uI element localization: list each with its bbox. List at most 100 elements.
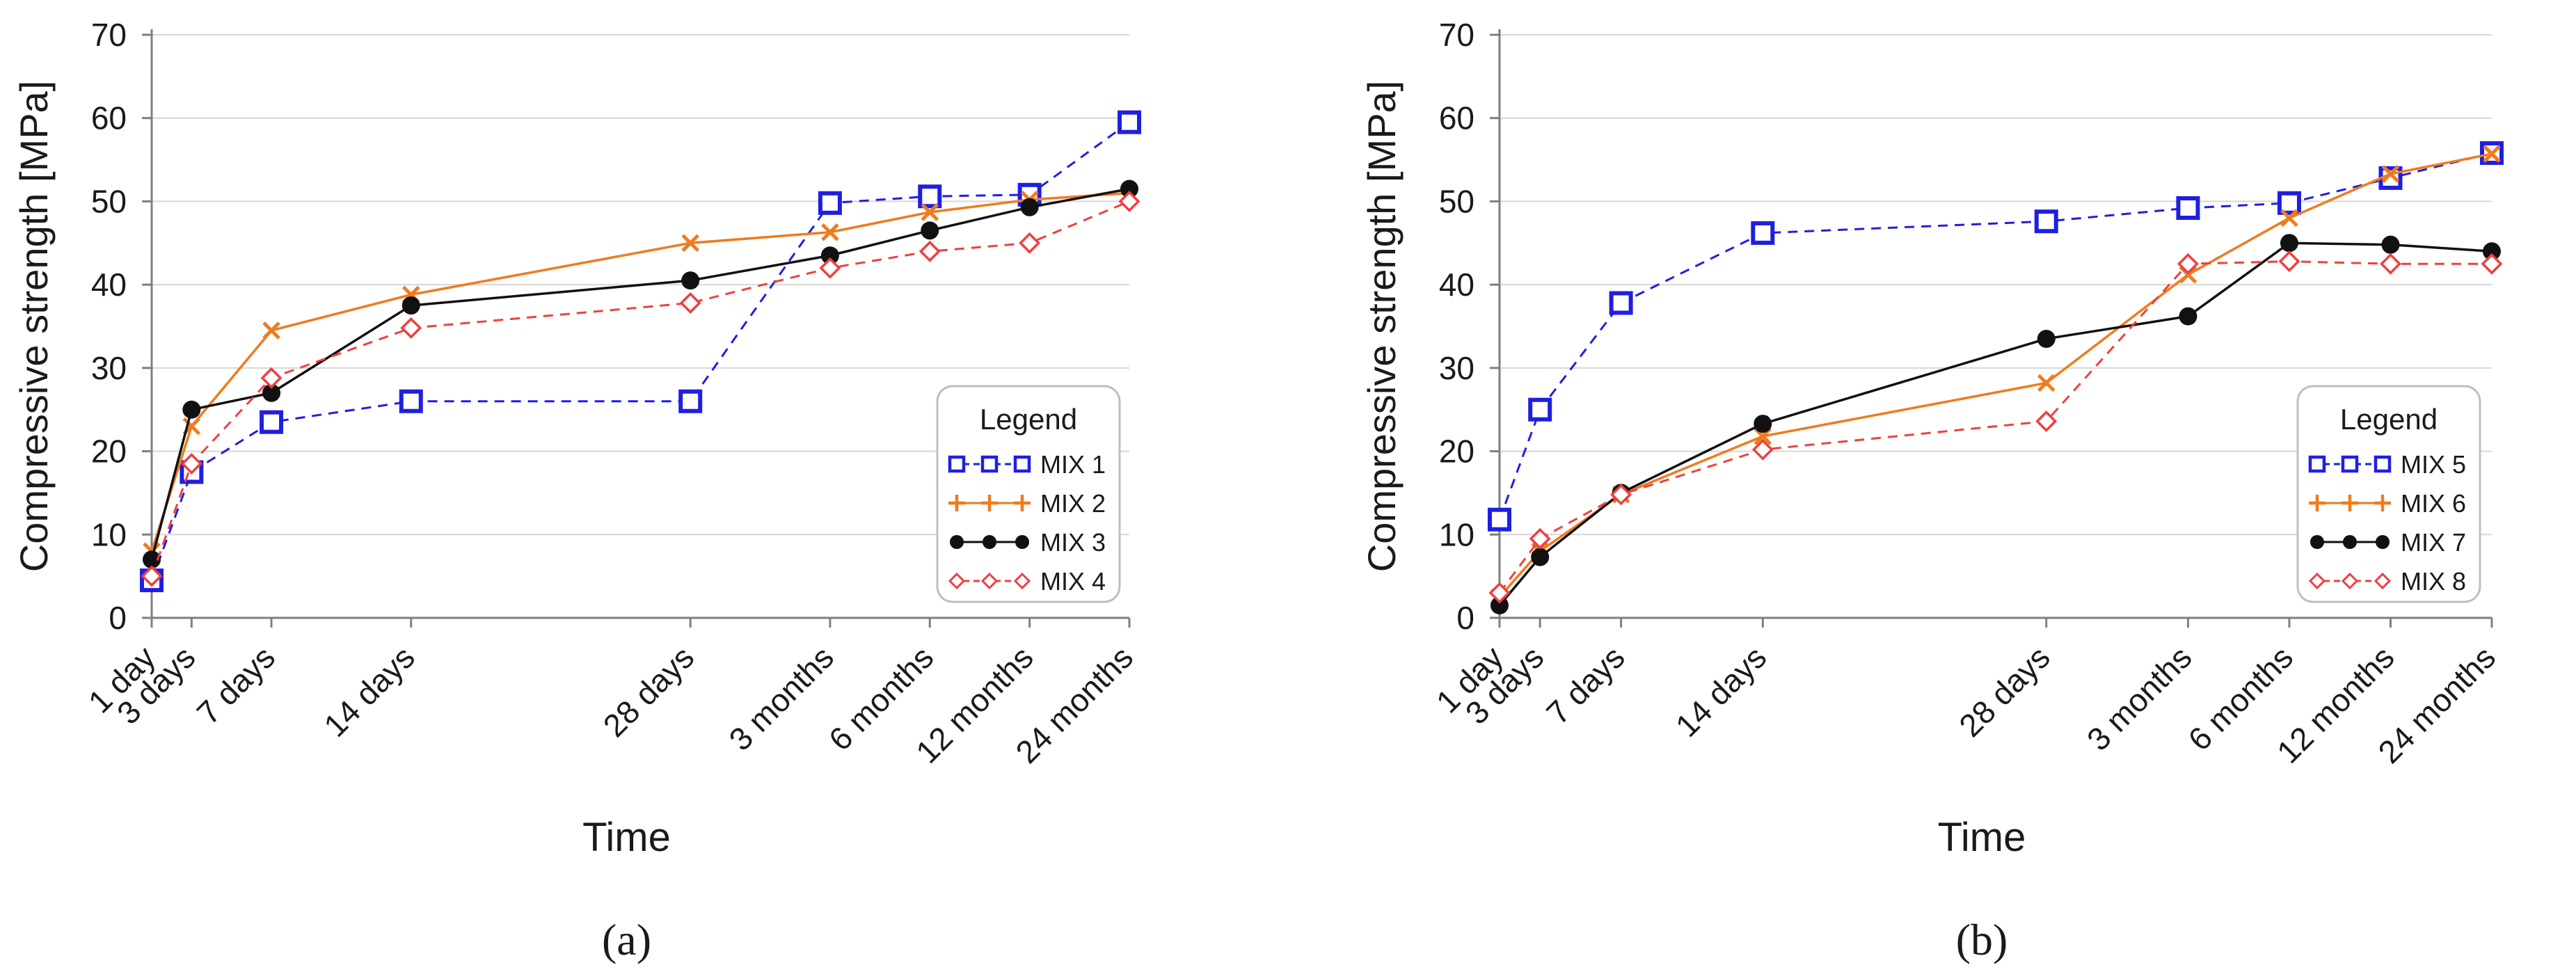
y-tick-label: 50 bbox=[1439, 183, 1474, 219]
legend-marker bbox=[2376, 535, 2390, 549]
data-point bbox=[1531, 548, 1550, 566]
data-point bbox=[1488, 582, 1511, 604]
x-tick-label: 14 days bbox=[317, 639, 422, 744]
series-mix-4 bbox=[141, 190, 1140, 587]
data-point bbox=[1529, 527, 1551, 550]
legend-label: MIX 1 bbox=[1040, 450, 1106, 479]
series-line bbox=[150, 200, 1130, 577]
y-tick-label: 20 bbox=[1439, 433, 1474, 470]
data-point bbox=[2381, 165, 2400, 183]
data-point bbox=[1118, 110, 1141, 134]
y-tick-label: 70 bbox=[1439, 17, 1474, 53]
data-point bbox=[401, 296, 420, 315]
y-tick-label: 30 bbox=[91, 350, 127, 386]
x-tick-label: 3 months bbox=[722, 639, 841, 758]
x-tick-label: 28 days bbox=[1952, 639, 2057, 744]
data-point bbox=[180, 453, 202, 475]
data-point bbox=[262, 383, 281, 402]
legend-marker bbox=[2374, 572, 2392, 590]
data-point bbox=[818, 191, 842, 215]
y-axis-title: Compressive strength [MPa] bbox=[12, 81, 56, 572]
legend-marker bbox=[983, 535, 996, 549]
legend-marker bbox=[2343, 535, 2357, 549]
data-point bbox=[918, 184, 942, 209]
legend-marker bbox=[2308, 572, 2326, 590]
data-point bbox=[400, 317, 422, 339]
data-point bbox=[1609, 291, 1633, 315]
panel-caption: (a) bbox=[602, 915, 651, 964]
series-mix-5 bbox=[1488, 141, 2504, 532]
y-tick-label: 30 bbox=[1439, 350, 1474, 386]
data-point bbox=[2280, 209, 2298, 228]
legend-label: MIX 4 bbox=[1040, 567, 1106, 596]
data-point bbox=[821, 223, 839, 241]
y-axis-title: Compressive strength [MPa] bbox=[1360, 81, 1404, 572]
data-point bbox=[681, 271, 700, 290]
legend-marker bbox=[2374, 455, 2392, 473]
data-point bbox=[1490, 596, 1509, 615]
data-point bbox=[2483, 242, 2501, 261]
legend-marker bbox=[948, 495, 965, 511]
series-mix-3 bbox=[143, 180, 1138, 569]
legend-title: Legend bbox=[980, 403, 1077, 436]
panel-caption: (b) bbox=[1956, 915, 2008, 964]
data-point bbox=[2035, 410, 2058, 432]
y-tick-label: 50 bbox=[91, 183, 127, 219]
data-point bbox=[2179, 307, 2197, 326]
y-tick-label: 10 bbox=[91, 516, 127, 552]
data-point bbox=[678, 389, 703, 413]
data-point bbox=[1020, 198, 1039, 216]
data-point bbox=[819, 257, 841, 279]
chart-panel-a: 0 10 20 30 40 50 60 70 1 day 3 days 7 days 14 days 2… bbox=[0, 0, 1287, 972]
y-tick-label: 10 bbox=[1439, 516, 1474, 552]
series-mix-8 bbox=[1488, 250, 2503, 604]
data-point bbox=[399, 389, 423, 413]
legend-label: MIX 3 bbox=[1040, 528, 1106, 557]
legend-label: MIX 5 bbox=[2401, 450, 2466, 479]
data-point bbox=[2037, 329, 2056, 348]
legend-marker bbox=[2374, 495, 2391, 511]
legend-box bbox=[936, 385, 1121, 603]
data-point bbox=[2381, 235, 2400, 254]
data-point bbox=[1754, 415, 1772, 433]
series-line bbox=[150, 121, 1130, 581]
data-point bbox=[679, 292, 701, 314]
legend: Legend MIX 1 MIX 2 MIX 3 MIX 4 bbox=[936, 385, 1121, 603]
legend-marker bbox=[1013, 455, 1031, 473]
legend-marker bbox=[2341, 455, 2359, 473]
legend-label: MIX 8 bbox=[2401, 567, 2466, 596]
chart-panel-b: 0 10 20 30 40 50 60 70 1 day 3 days 7 days 14 days 2… bbox=[1288, 0, 2576, 972]
y-tick-label: 0 bbox=[1456, 600, 1474, 636]
y-tick-label: 20 bbox=[91, 433, 127, 470]
legend-marker bbox=[980, 455, 999, 473]
legend-marker bbox=[2309, 495, 2325, 511]
x-tick-label: 7 days bbox=[190, 639, 283, 731]
legend-marker bbox=[948, 572, 966, 590]
data-point bbox=[921, 203, 939, 221]
data-point bbox=[2176, 196, 2200, 221]
data-point bbox=[1610, 484, 1632, 506]
data-point bbox=[921, 221, 939, 240]
data-point bbox=[2037, 374, 2056, 392]
data-point bbox=[260, 367, 283, 389]
legend-marker bbox=[980, 572, 999, 590]
data-point bbox=[2034, 209, 2058, 234]
legend-marker bbox=[1013, 572, 1031, 590]
y-tick-label: 40 bbox=[1439, 266, 1474, 303]
legend-marker bbox=[1014, 495, 1031, 511]
data-point bbox=[2280, 234, 2298, 253]
x-tick-label: 28 days bbox=[596, 639, 701, 744]
data-point bbox=[2380, 253, 2401, 275]
x-tick-label: 14 days bbox=[1669, 639, 1774, 744]
data-point bbox=[1751, 438, 1774, 461]
data-point bbox=[1019, 232, 1041, 254]
legend-label: MIX 7 bbox=[2401, 528, 2466, 557]
data-point bbox=[2481, 253, 2503, 275]
legend-box bbox=[2296, 385, 2481, 603]
y-tick-label: 40 bbox=[91, 266, 127, 303]
legend-title: Legend bbox=[2340, 403, 2438, 436]
data-point bbox=[1118, 190, 1140, 212]
legend-marker bbox=[2310, 535, 2324, 549]
